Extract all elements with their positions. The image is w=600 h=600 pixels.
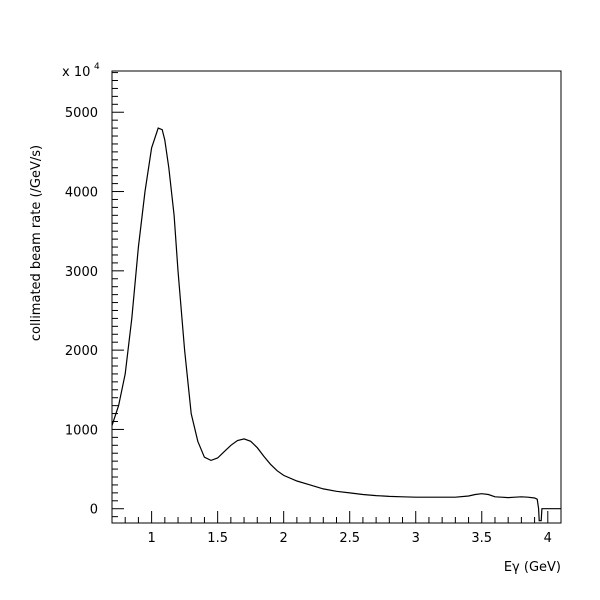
y-axis-ticks [112, 72, 124, 518]
y-axis-tick-labels: 0 1000 2000 3000 4000 5000 [65, 106, 98, 517]
x-axis-tick-labels: 1 1.5 2 2.5 3 3.5 4 [147, 531, 551, 546]
x-tick-label: 2 [280, 531, 288, 546]
x-tick-label: 3 [412, 531, 420, 546]
y-tick-label: 1000 [65, 423, 98, 438]
plot-frame [111, 70, 562, 524]
x-axis-label: Eγ (GeV) [504, 560, 561, 575]
y-multiplier-label: x 10 [62, 65, 90, 80]
y-tick-label: 4000 [65, 186, 98, 201]
y-multiplier-exponent: 4 [94, 62, 100, 72]
x-tick-label: 3.5 [471, 531, 492, 546]
y-tick-label: 0 [90, 503, 98, 518]
y-tick-label: 3000 [65, 265, 98, 280]
x-tick-label: 4 [544, 531, 552, 546]
series-line [111, 127, 561, 522]
x-tick-label: 1 [147, 531, 155, 546]
x-tick-label: 1.5 [207, 531, 228, 546]
x-tick-label: 2.5 [339, 531, 360, 546]
y-tick-label: 5000 [65, 106, 98, 121]
x-axis-ticks [111, 511, 562, 523]
y-axis-label: collimated beam rate (/GeV/s) [29, 145, 44, 341]
y-tick-label: 2000 [65, 344, 98, 359]
